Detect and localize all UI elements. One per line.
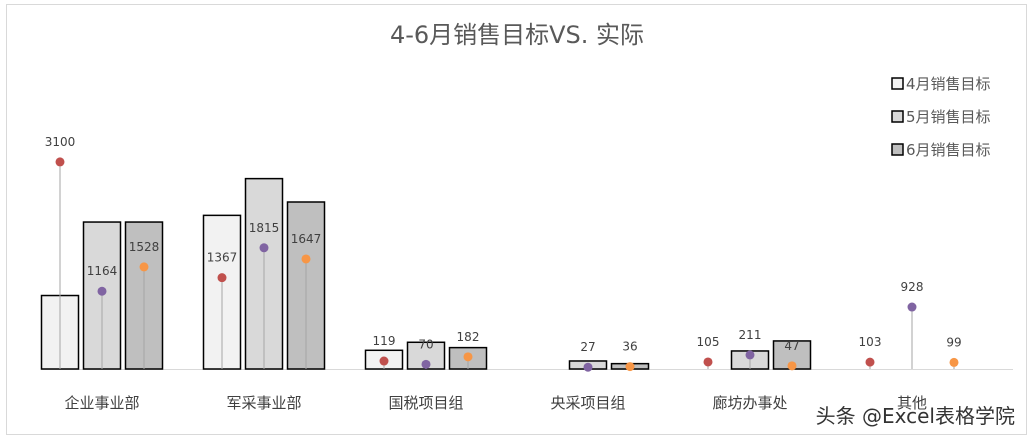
legend-label: 6月销售目标 <box>906 141 991 159</box>
category-label: 国税项目组 <box>388 394 463 412</box>
data-label: 36 <box>622 340 637 354</box>
data-label: 182 <box>457 330 480 344</box>
legend-label: 4月销售目标 <box>906 75 991 93</box>
data-label: 99 <box>946 335 961 349</box>
lollipop-marker <box>625 362 635 372</box>
data-label: 1367 <box>207 251 238 265</box>
lollipop-marker <box>583 362 593 372</box>
legend-swatch <box>891 110 904 123</box>
lollipop-marker <box>463 352 473 362</box>
category-label: 央采项目组 <box>550 394 625 412</box>
chart-frame: 4-6月销售目标VS. 实际 3100 1164 1528 企业事业部 1367 1815… <box>6 4 1027 435</box>
data-label: 1164 <box>87 264 118 278</box>
data-label: 103 <box>859 335 882 349</box>
chart-title: 4-6月销售目标VS. 实际 <box>390 21 644 49</box>
lollipop-marker <box>865 357 875 367</box>
data-label: 3100 <box>45 135 76 149</box>
lollipop-marker <box>301 254 311 264</box>
category-label: 军采事业部 <box>226 394 301 412</box>
data-label: 928 <box>901 280 924 294</box>
lollipop-marker <box>217 273 227 283</box>
category-label: 廊坊办事处 <box>712 394 787 412</box>
legend-label: 5月销售目标 <box>906 108 991 126</box>
lollipop-marker <box>907 302 917 312</box>
data-label: 1647 <box>291 232 322 246</box>
data-label: 105 <box>697 335 720 349</box>
lollipop-marker <box>97 286 107 296</box>
chart-svg: 4-6月销售目标VS. 实际 3100 1164 1528 企业事业部 1367 1815… <box>40 21 1015 428</box>
data-label: 1528 <box>129 240 160 254</box>
lollipop-marker <box>787 361 797 371</box>
data-label: 1815 <box>249 221 280 235</box>
data-label: 119 <box>373 334 396 348</box>
lollipop-marker <box>745 350 755 360</box>
lollipop-marker <box>421 359 431 369</box>
legend-swatch <box>891 77 904 90</box>
lollipop-marker <box>55 157 65 167</box>
category-label: 其他 <box>897 394 927 412</box>
data-label: 211 <box>739 328 762 342</box>
data-label: 70 <box>418 337 433 351</box>
data-label: 27 <box>580 340 595 354</box>
data-label: 47 <box>784 339 799 353</box>
category-label: 企业事业部 <box>64 394 139 412</box>
lollipop-marker <box>139 262 149 272</box>
legend-swatch <box>891 143 904 156</box>
plot-area: 3100 1164 1528 企业事业部 1367 1815 1647 军采事业部 119 70 1… <box>40 135 1013 412</box>
lollipop-marker <box>703 357 713 367</box>
watermark: 头条 @Excel表格学院 <box>816 404 1015 428</box>
lollipop-marker <box>379 356 389 366</box>
lollipop-marker <box>259 243 269 253</box>
lollipop-marker <box>949 357 959 367</box>
legend: 4月销售目标 5月销售目标 6月销售目标 <box>891 75 991 159</box>
